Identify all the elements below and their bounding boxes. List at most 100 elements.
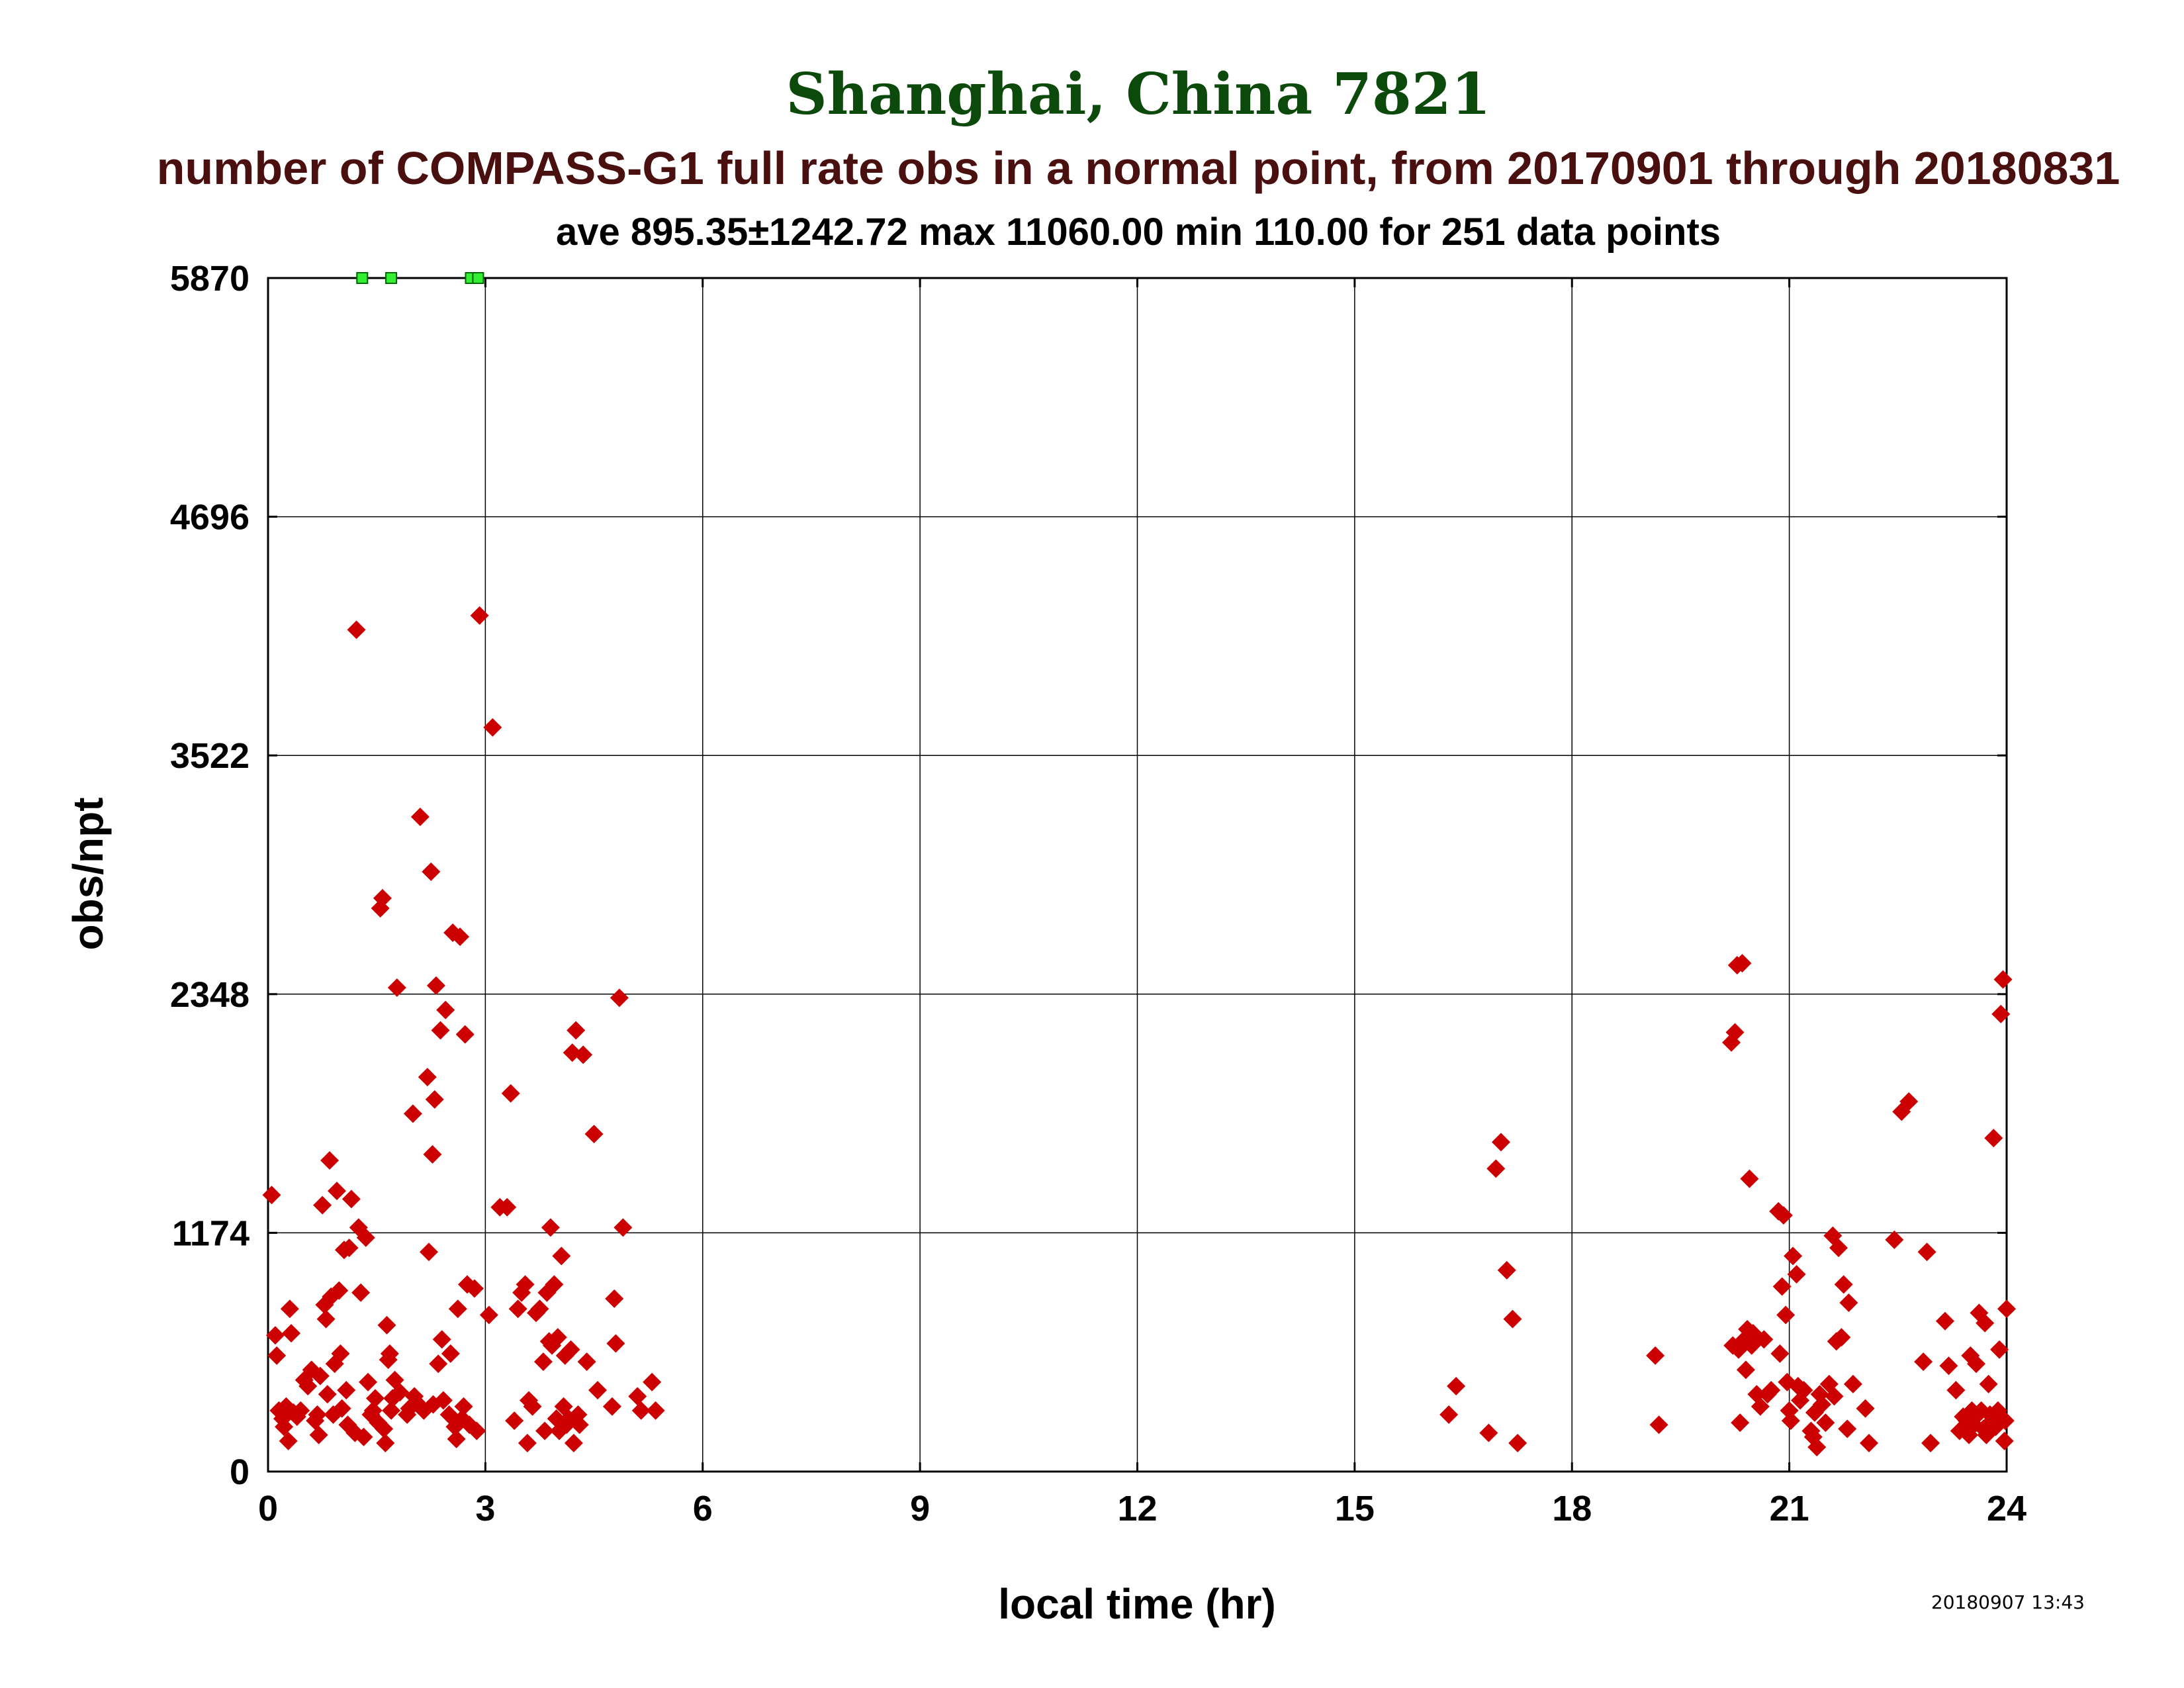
data-point [431, 1021, 450, 1040]
data-point [1439, 1405, 1459, 1424]
data-point [432, 1330, 451, 1349]
x-axis-tick-labels: 0 3 6 9 12 15 18 21 24 [258, 1489, 2026, 1528]
data-point [1649, 1415, 1668, 1434]
data-point [1832, 1328, 1851, 1347]
y-tick-label: 5870 [170, 259, 250, 299]
x-tick-label: 21 [1770, 1489, 1809, 1528]
data-point [1838, 1419, 1857, 1438]
x-tick-label: 0 [258, 1489, 278, 1528]
data-point [454, 1397, 473, 1416]
data-point [535, 1421, 555, 1440]
data-point [1917, 1243, 1936, 1262]
data-point [1856, 1399, 1875, 1418]
data-point [552, 1246, 571, 1266]
data-point [643, 1372, 662, 1391]
y-tick-label: 2348 [170, 975, 250, 1015]
data-point [631, 1401, 651, 1420]
data-point [418, 1068, 437, 1087]
y-tick-label: 0 [230, 1452, 250, 1492]
data-point [1979, 1374, 1998, 1393]
data-point [1740, 1169, 1759, 1188]
data-point [298, 1376, 318, 1395]
y-tick-label: 4696 [170, 498, 250, 538]
data-point [447, 1429, 466, 1448]
data-point [419, 1243, 438, 1262]
data-point [1731, 1413, 1750, 1432]
data-point [1839, 1293, 1858, 1313]
data-point [588, 1381, 608, 1400]
data-point [1843, 1374, 1862, 1393]
data-point [441, 1344, 460, 1363]
data-point [265, 1326, 285, 1345]
data-point [541, 1218, 560, 1237]
data-point [1825, 1387, 1844, 1406]
data-point [1447, 1376, 1466, 1395]
data-point [291, 1401, 310, 1420]
data-point [479, 1305, 498, 1325]
data-point [1762, 1381, 1781, 1400]
data-point [1725, 1023, 1745, 1042]
data-point [262, 1186, 281, 1205]
data-point [1834, 1275, 1853, 1294]
data-point [376, 1433, 395, 1452]
data-point [545, 1275, 564, 1294]
axis-ticks [267, 277, 2008, 1473]
grid-lines [268, 278, 2007, 1472]
data-point [1646, 1346, 1665, 1365]
data-point [425, 1090, 444, 1109]
data-point [465, 1279, 484, 1298]
offscale-point [385, 272, 398, 284]
data-point [382, 1401, 401, 1420]
data-point [1497, 1260, 1516, 1280]
chart-title: Shanghai, China 7821 [786, 61, 1490, 128]
x-tick-label: 9 [910, 1489, 930, 1528]
chart-subtitle: number of COMPASS-G1 full rate obs in a … [157, 142, 2120, 194]
data-point [548, 1328, 567, 1347]
chart-stats: ave 895.35±1242.72 max 11060.00 min 110.… [556, 211, 1721, 254]
data-point [467, 1421, 486, 1440]
data-point [606, 1334, 625, 1353]
data-point [602, 1397, 621, 1416]
data-point [377, 1315, 396, 1335]
data-point [1770, 1344, 1790, 1363]
data-point [516, 1275, 535, 1294]
data-point [347, 620, 366, 639]
data-point [1751, 1397, 1770, 1416]
data-point [309, 1425, 328, 1444]
data-point [429, 1354, 448, 1374]
data-point [1946, 1381, 1966, 1400]
data-point [614, 1218, 633, 1237]
data-point [508, 1299, 527, 1319]
data-point [483, 718, 502, 737]
data-point [436, 1000, 455, 1019]
data-point [318, 1385, 337, 1404]
data-point [567, 1021, 586, 1040]
data-point [1816, 1413, 1835, 1432]
y-tick-label: 1174 [172, 1213, 250, 1253]
data-point [530, 1299, 549, 1319]
data-point [1993, 970, 2013, 989]
data-point [341, 1190, 361, 1209]
data-point [1774, 1205, 1793, 1225]
data-point [359, 1372, 378, 1391]
data-point [1776, 1305, 1796, 1325]
data-point [501, 1084, 520, 1103]
data-point [1479, 1423, 1498, 1442]
data-point [373, 888, 392, 908]
data-point [1807, 1438, 1827, 1457]
data-point [455, 1025, 475, 1044]
data-point [518, 1433, 537, 1452]
data-point [1860, 1433, 1879, 1452]
data-point [1486, 1159, 1506, 1178]
data-point [354, 1427, 373, 1446]
data-point [1736, 1360, 1755, 1380]
data-point [403, 1104, 422, 1123]
data-point [275, 1417, 294, 1436]
data-point [331, 1344, 350, 1363]
y-axis-tick-labels: 0 1174 2348 3522 4696 5870 [170, 259, 250, 1492]
data-point [646, 1401, 665, 1420]
offscale-point [472, 272, 484, 284]
data-point [1976, 1313, 1995, 1333]
data-point [1784, 1246, 1803, 1266]
offscale-point [356, 272, 369, 284]
